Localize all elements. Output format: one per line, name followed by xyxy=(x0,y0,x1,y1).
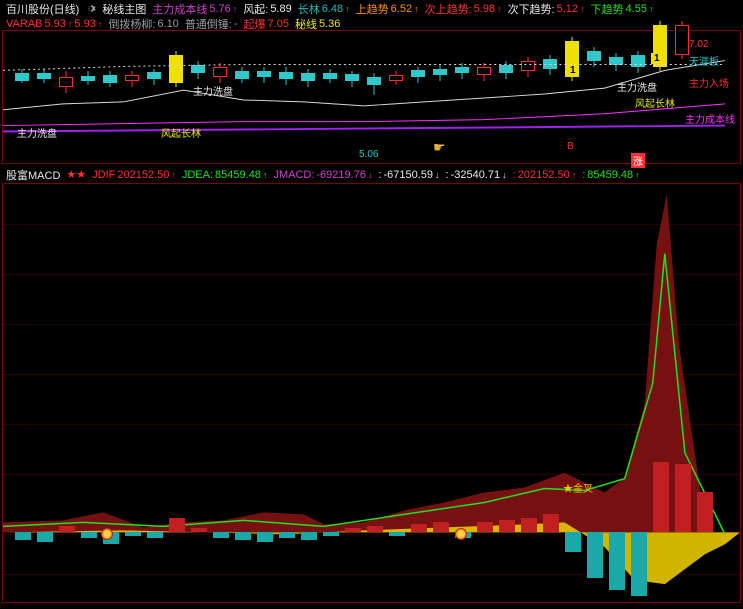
macd-bar xyxy=(697,492,713,532)
macd-bar xyxy=(631,532,647,596)
macd-bar xyxy=(521,518,537,532)
macd-v3: : 202152.50 xyxy=(513,169,577,181)
star-icon: ★★ xyxy=(66,168,86,181)
macd-title: 股富MACD xyxy=(6,167,60,182)
macd-bar xyxy=(345,528,361,532)
macd-jmacd: JMACD: -69219.76 xyxy=(273,169,372,181)
macd-bar xyxy=(675,464,691,532)
macd-bar xyxy=(543,514,559,532)
pointer-icon: ☛ xyxy=(433,139,446,156)
macd-bar xyxy=(235,532,251,540)
price-chart[interactable]: 7.025.06主力洗盘主力洗盘风起长林风起长林主力入场主力成本线天涯板主力洗盘… xyxy=(2,30,741,164)
macd-bar xyxy=(587,532,603,578)
macd-jdif: JDIF 202152.50 xyxy=(92,169,176,181)
macd-v1: : -67150.59 xyxy=(378,169,439,181)
chart-label: 风起长林 xyxy=(161,125,201,140)
macd-bar xyxy=(169,518,185,532)
marker-icon xyxy=(101,528,113,540)
macd-bar xyxy=(279,532,295,538)
macd-chart[interactable]: ★金叉 xyxy=(2,183,741,603)
macd-jdea: JDEA: 85459.48 xyxy=(182,169,268,181)
macd-bar xyxy=(565,532,581,552)
ind-varab: VARAB 5.93 5.93 xyxy=(6,18,102,30)
macd-bar xyxy=(499,520,515,532)
macd-bar xyxy=(37,532,53,542)
chart-subtitle: 秘线主图 xyxy=(102,1,146,16)
macd-bar xyxy=(15,532,31,540)
stock-title: 百川股份(日线) xyxy=(6,1,79,16)
macd-bar xyxy=(367,526,383,532)
macd-bar xyxy=(125,532,141,536)
chart-label: 主力洗盘 xyxy=(17,125,57,140)
ind-putong: 普通倒锤: - xyxy=(185,16,238,31)
chart-label: 1 xyxy=(651,53,663,64)
chart-label: 1 xyxy=(567,65,579,76)
chart-label: 风起长林 xyxy=(635,95,675,110)
ind-zlcbx: 主力成本线 5.76 xyxy=(152,1,237,16)
macd-bar xyxy=(257,532,273,542)
macd-bar xyxy=(477,522,493,532)
ind-fengqi: 风起: 5.89 xyxy=(243,1,291,16)
chart-label: 7.02 xyxy=(689,39,708,50)
macd-bar xyxy=(433,522,449,532)
chart-label: 主力入场 xyxy=(689,75,729,90)
ind-qibao: 起爆 7.05 xyxy=(244,16,289,31)
price-header-row2: VARAB 5.93 5.93 倒拨杨柳: 6.10 普通倒锤: - 起爆 7.… xyxy=(2,16,741,31)
macd-bar xyxy=(653,462,669,532)
macd-bar xyxy=(323,532,339,536)
chart-label: B xyxy=(567,141,574,152)
macd-header: 股富MACD ★★ JDIF 202152.50 JDEA: 85459.48 … xyxy=(2,167,741,182)
jincha-label: ★金叉 xyxy=(563,480,593,495)
ind-cishang: 次上趋势: 5.98 xyxy=(425,1,502,16)
chart-label: 主力洗盘 xyxy=(193,83,233,98)
macd-bar xyxy=(389,532,405,536)
price-header-row1: 百川股份(日线) 秘线主图 主力成本线 5.76 风起: 5.89 长林 6.4… xyxy=(2,1,741,16)
marker-icon xyxy=(455,528,467,540)
macd-bar xyxy=(301,532,317,540)
ind-changlin: 长林 6.48 xyxy=(298,1,350,16)
macd-bar xyxy=(609,532,625,590)
macd-v2: : -32540.71 xyxy=(446,169,507,181)
ind-shangqushi: 上趋势 6.52 xyxy=(356,1,419,16)
gear-icon[interactable] xyxy=(85,3,96,14)
macd-bar xyxy=(213,532,229,538)
ind-daobo: 倒拨杨柳: 6.10 xyxy=(108,16,178,31)
chart-label: 主力成本线 xyxy=(685,111,735,126)
ind-cixia: 次下趋势: 5.12 xyxy=(508,1,585,16)
macd-bar xyxy=(191,528,207,532)
macd-bar xyxy=(59,526,75,532)
ind-mixian: 秘线 5.36 xyxy=(295,16,340,31)
chart-label: 主力洗盘 xyxy=(617,79,657,94)
macd-bar xyxy=(147,532,163,538)
ind-xiaqushi: 下趋势 4.55 xyxy=(591,1,654,16)
chart-label: 5.06 xyxy=(359,149,378,160)
macd-v4: : 85459.48 xyxy=(582,169,639,181)
zhang-badge: 涨 xyxy=(631,153,645,168)
macd-bar xyxy=(81,532,97,538)
macd-bar xyxy=(411,524,427,532)
chart-label: 天涯板 xyxy=(689,53,719,68)
